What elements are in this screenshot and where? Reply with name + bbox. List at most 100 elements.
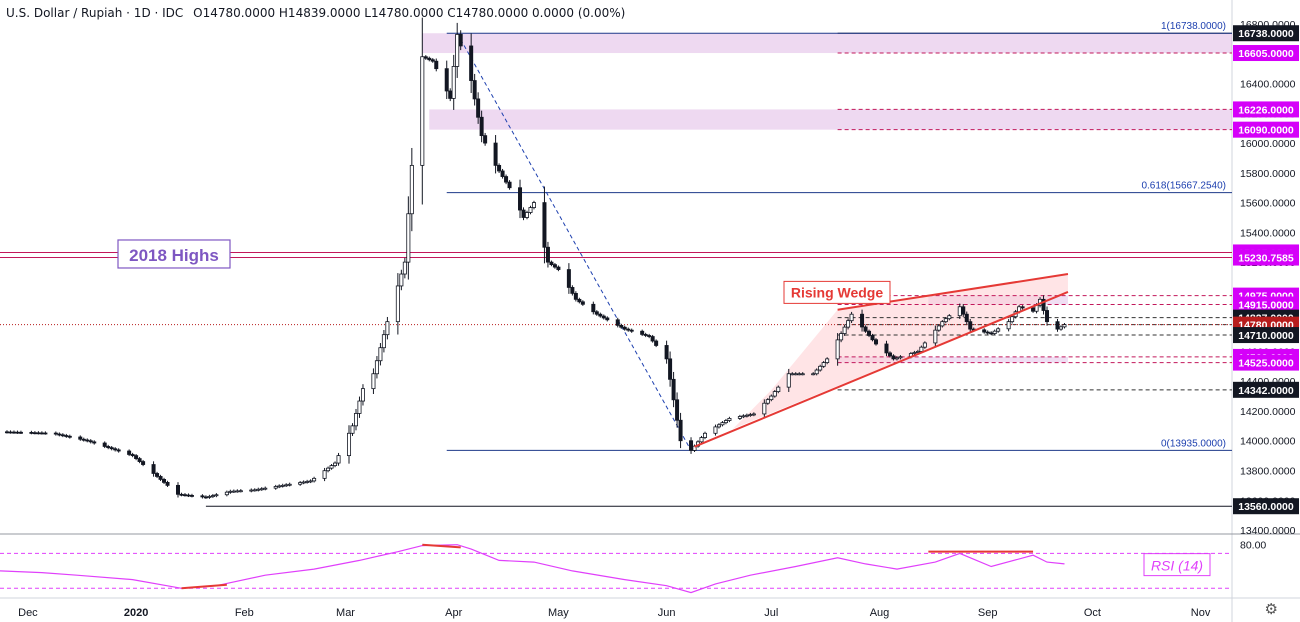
price-label-box — [1233, 121, 1299, 138]
candle-body — [689, 440, 694, 451]
candle-body — [203, 496, 208, 499]
price-label: 16090.0000 — [1238, 125, 1294, 137]
price-label: 16605.0000 — [1238, 48, 1294, 60]
annotation-text: Rising Wedge — [791, 284, 884, 300]
price-tick-label: 14000.0000 — [1240, 436, 1296, 448]
candle-body — [580, 301, 585, 305]
candle-body — [92, 441, 97, 444]
candle-body — [716, 424, 721, 428]
candle-body — [887, 352, 892, 357]
price-tick-label: 13400.0000 — [1240, 525, 1296, 537]
candle-body — [500, 170, 505, 177]
candle-body — [518, 187, 523, 211]
candle-body — [1058, 326, 1063, 330]
candle-body — [162, 479, 167, 483]
candle-body — [727, 418, 732, 421]
candle-body — [936, 325, 941, 331]
candle-body — [287, 483, 292, 486]
price-label-box — [1233, 381, 1299, 398]
candle-body — [427, 57, 432, 61]
candle-body — [989, 332, 994, 335]
time-tick-label: Aug — [870, 607, 890, 619]
resistance-zone-top — [422, 33, 1232, 54]
candle-body — [671, 378, 676, 401]
candle-body — [835, 339, 840, 360]
candle-body — [650, 336, 655, 342]
rsi-divergence-low — [181, 583, 227, 590]
candle-body — [399, 273, 404, 287]
candle-body — [863, 326, 868, 332]
candle-body — [179, 493, 184, 496]
candle-body — [591, 303, 596, 313]
candle-body — [594, 311, 599, 315]
candle-body — [8, 431, 13, 434]
candle-body — [964, 313, 969, 323]
symbol-title: U.S. Dollar / Rupiah · 1D · IDC — [6, 6, 184, 20]
candle-body — [280, 484, 285, 487]
candle-body — [811, 373, 816, 376]
chart-header: U.S. Dollar / Rupiah · 1D · IDC O14780.0… — [6, 6, 631, 20]
price-label: 13560.0000 — [1238, 501, 1294, 513]
fib-label: 0(13935.0000) — [1161, 438, 1226, 449]
candle-body — [434, 60, 439, 70]
candle-body — [776, 386, 781, 393]
candle-body — [277, 485, 282, 488]
candle-body — [252, 489, 257, 492]
candle-body — [15, 431, 20, 434]
candle-body — [483, 135, 488, 144]
candle-body — [870, 335, 875, 341]
candle-body — [214, 494, 219, 497]
candle-body — [626, 328, 631, 331]
candle-body — [507, 181, 512, 189]
candle-body — [224, 491, 229, 496]
candle-body — [821, 362, 826, 367]
candle-body — [790, 373, 795, 376]
candle-body — [298, 482, 303, 485]
candle-body — [542, 202, 547, 248]
fib-label: 0.618(15667.2540) — [1141, 181, 1226, 192]
candle-body — [182, 494, 187, 497]
candle-body — [846, 320, 851, 328]
candle-body — [493, 142, 498, 166]
candle-body — [127, 450, 132, 455]
candle-body — [598, 313, 603, 317]
price-tick-label: 16000.0000 — [1240, 138, 1296, 150]
candle-body — [102, 442, 107, 447]
candle-body — [748, 414, 753, 416]
candle-body — [622, 326, 627, 330]
candle-body — [573, 292, 578, 300]
candle-body — [647, 335, 652, 337]
candle-body — [947, 315, 952, 320]
candle-body — [360, 388, 365, 402]
candle-body — [818, 365, 823, 371]
time-tick-label: Feb — [235, 607, 254, 619]
annotation-text: 2018 Highs — [129, 246, 219, 265]
candle-body — [336, 455, 341, 464]
candle-body — [106, 446, 111, 448]
candle-body — [1010, 316, 1015, 323]
candle-body — [922, 342, 927, 348]
candle-body — [423, 56, 428, 59]
support-zone-wedge — [837, 356, 1068, 363]
candle-body — [113, 448, 118, 451]
price-tick-label: 15800.0000 — [1240, 168, 1296, 180]
price-label-box — [1233, 327, 1299, 344]
candle-body — [228, 490, 233, 493]
candle-body — [839, 333, 844, 341]
candle-body — [64, 435, 69, 437]
candle-body — [88, 440, 93, 443]
candle-body — [333, 462, 338, 467]
candle-body — [675, 399, 680, 421]
rsi-tick-label: 80.00 — [1240, 540, 1266, 552]
settings-gear-icon[interactable]: ⚙ — [1264, 601, 1278, 618]
candle-body — [605, 317, 610, 321]
candle-body — [601, 315, 606, 319]
candle-body — [825, 358, 830, 363]
candle-body — [961, 306, 966, 315]
candle-body — [643, 334, 648, 336]
price-tick-label: 16400.0000 — [1240, 79, 1296, 91]
price-label-box — [1233, 354, 1299, 371]
candle-body — [702, 432, 707, 438]
candle-body — [189, 495, 194, 497]
